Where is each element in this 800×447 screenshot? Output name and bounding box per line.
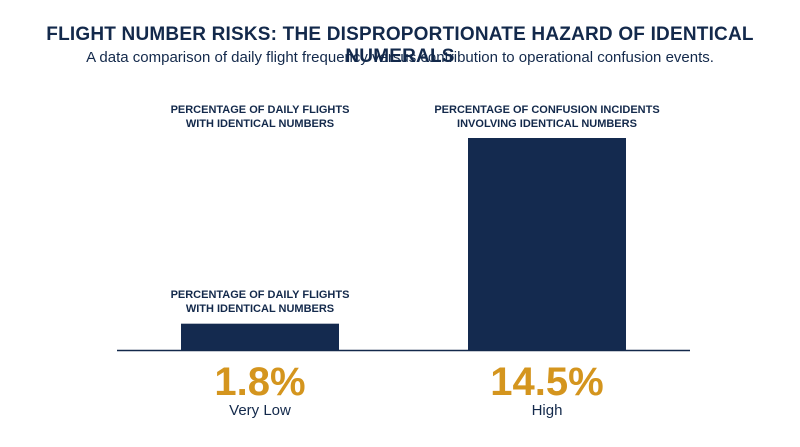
bar-confusion-incidents: [468, 138, 626, 350]
category-label-daily-flights-top: PERCENTAGE OF DAILY FLIGHTS WITH IDENTIC…: [140, 103, 380, 131]
category-label-line: PERCENTAGE OF DAILY FLIGHTS: [170, 104, 350, 116]
category-label-line: PERCENTAGE OF DAILY FLIGHTS: [170, 288, 350, 301]
category-label-confusion-incidents-top: PERCENTAGE OF CONFUSION INCIDENTS INVOLV…: [427, 103, 667, 131]
descriptor-high: High: [531, 402, 563, 419]
category-label-line: PERCENTAGE OF CONFUSION INCIDENTS: [434, 104, 660, 116]
value-label-confusion-incidents: 14.5%: [490, 360, 604, 404]
chart-title: FLIGHT NUMBER RISKS: THE DISPROPORTIONAT…: [46, 24, 754, 67]
descriptor-very-low: Very Low: [229, 402, 291, 419]
bar-daily-flights: [181, 323, 339, 350]
category-label-line: WITH IDENTICAL NUMBERS: [185, 302, 335, 315]
category-label-line: WITH IDENTICAL NUMBERS: [185, 118, 335, 130]
chart-subtitle: A data comparison of daily flight freque…: [86, 49, 714, 66]
value-label-daily-flights: 1.8%: [214, 360, 306, 404]
category-label-daily-flights-above-bar: PERCENTAGE OF DAILY FLIGHTS WITH IDENTIC…: [140, 288, 380, 316]
category-label-line: INVOLVING IDENTICAL NUMBERS: [457, 118, 637, 130]
